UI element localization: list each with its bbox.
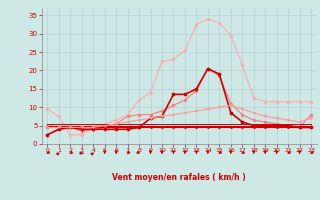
X-axis label: Vent moyen/en rafales ( km/h ): Vent moyen/en rafales ( km/h ) — [112, 173, 246, 182]
